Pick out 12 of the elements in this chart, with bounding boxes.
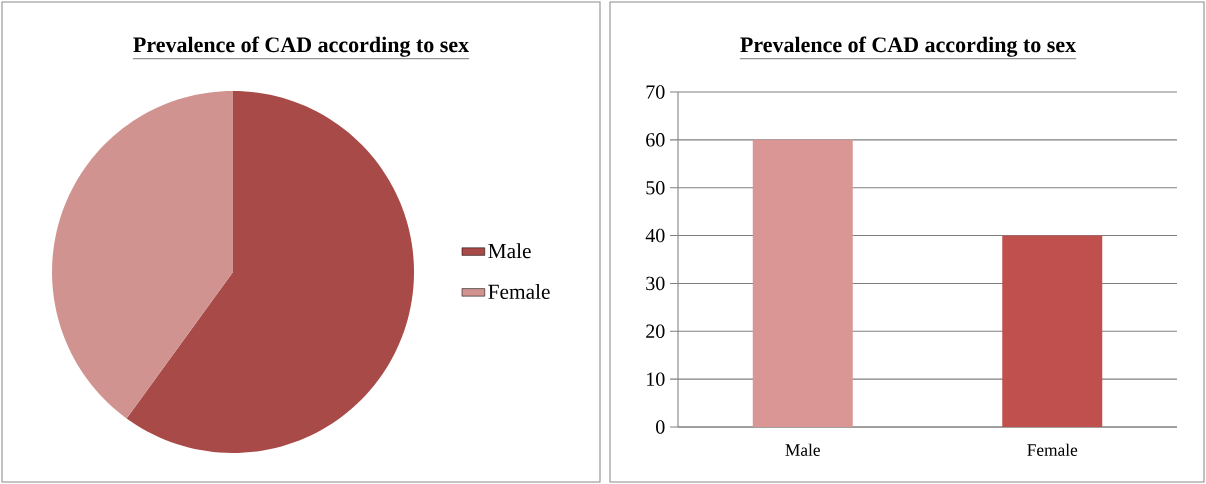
y-tick-label: 60 (646, 133, 665, 147)
chart-title: Prevalence of CAD according to sex (133, 36, 469, 57)
y-tick-label: 50 (646, 180, 665, 195)
legend-label: Male (488, 243, 531, 259)
y-tick-label: 30 (646, 276, 665, 291)
y-tick-label: 20 (646, 324, 665, 339)
y-tick-label: 70 (646, 85, 665, 99)
chart-title: Prevalence of CAD according to sex (740, 36, 1076, 57)
y-tick-label: 10 (647, 372, 665, 386)
y-tick-label: 40 (645, 228, 665, 243)
y-tick-label: 0 (656, 420, 665, 434)
legend-label: Female (488, 283, 550, 299)
